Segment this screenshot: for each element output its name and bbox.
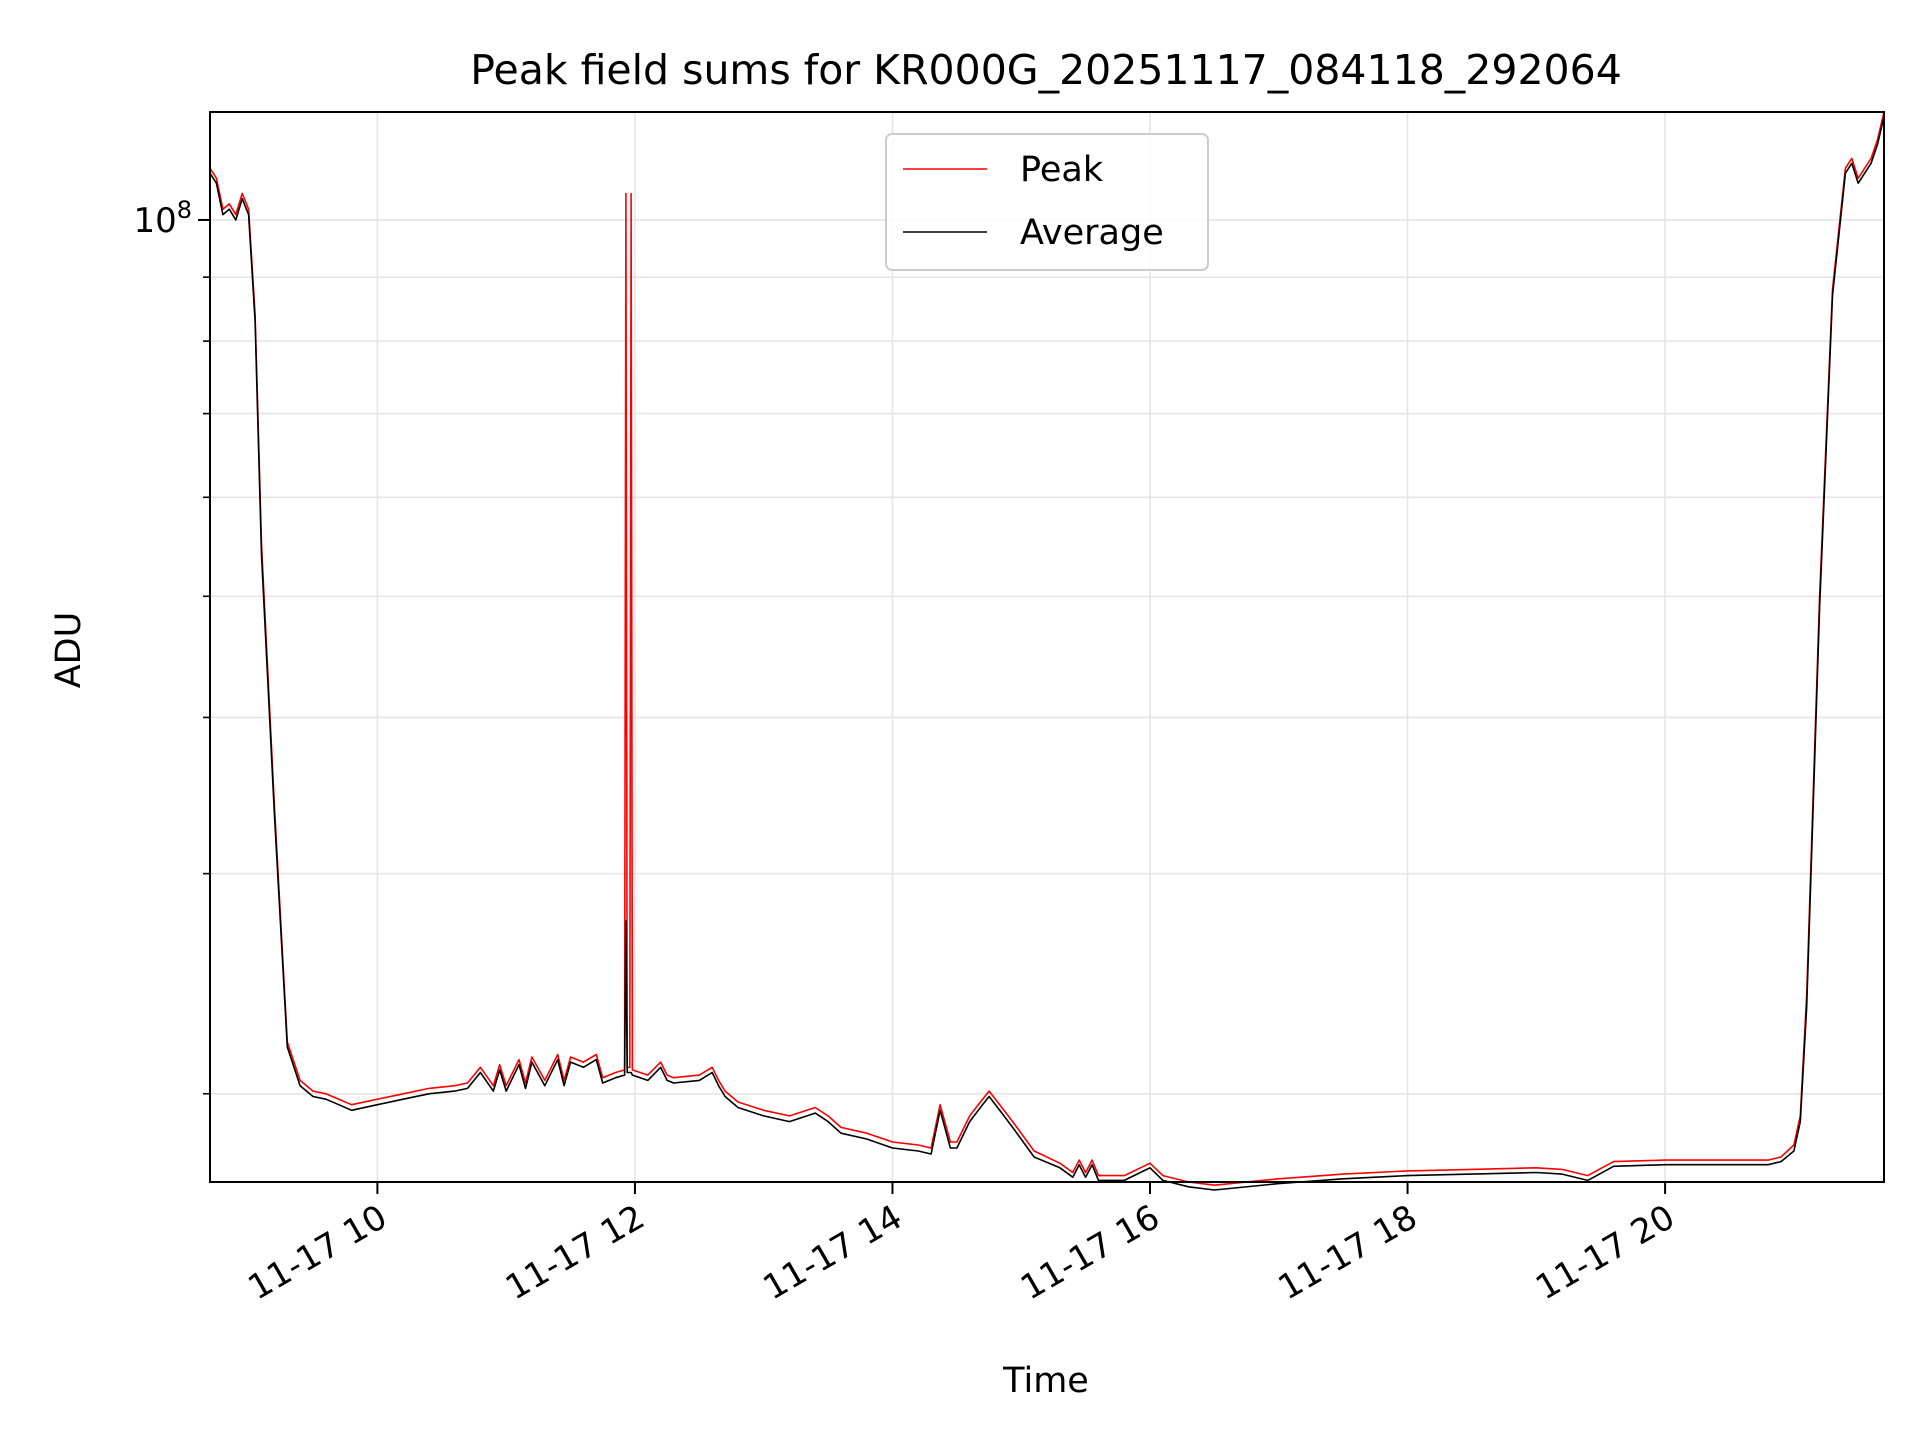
legend: Peak Average — [885, 133, 1209, 271]
legend-label-peak: Peak — [1020, 150, 1104, 190]
legend-label-average: Average — [1020, 213, 1164, 253]
chart-title: Peak field sums for KR000G_20251117_0841… — [470, 46, 1622, 94]
legend-box — [885, 133, 1209, 271]
plot-frame — [209, 111, 1885, 1183]
series-average-line — [209, 116, 1885, 1191]
x-axis-label: Time — [1002, 1361, 1089, 1401]
series-peak-line — [209, 111, 1885, 1186]
series-layer — [209, 111, 1885, 1191]
y-axis-label: ADU — [49, 612, 89, 689]
